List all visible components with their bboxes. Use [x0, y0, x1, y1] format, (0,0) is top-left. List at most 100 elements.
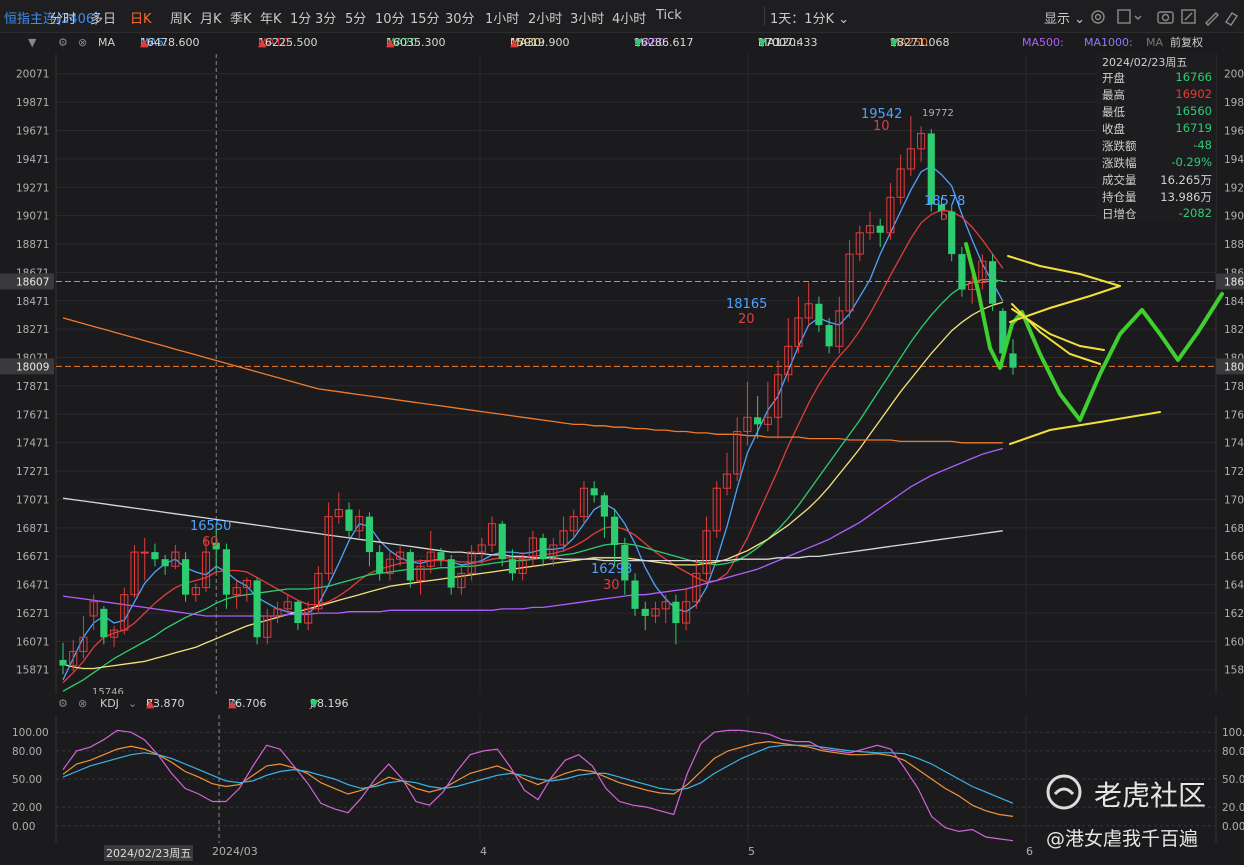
candle: [171, 544, 180, 570]
y-tick-label-left: 16471: [16, 580, 49, 592]
y-tick-label-left: 17671: [16, 409, 49, 421]
tab-15[interactable]: 3小时: [570, 12, 605, 27]
kdj-d-value: 76.706: [228, 697, 267, 710]
settings-gear-icon[interactable]: ⚙: [58, 36, 68, 49]
settings-gear-icon[interactable]: [1091, 10, 1105, 24]
candle: [948, 204, 956, 262]
ma-arrow: ▼: [890, 36, 899, 49]
candle-body: [845, 253, 854, 312]
kdj-d-arrow: ▲: [228, 697, 237, 710]
tab-11[interactable]: 15分: [410, 12, 440, 27]
close-icon[interactable]: ⊗: [78, 36, 88, 49]
candle: [896, 154, 905, 205]
candle-body: [773, 374, 783, 418]
candle-body: [569, 516, 578, 532]
tab-12[interactable]: 30分: [445, 12, 475, 27]
tab-7[interactable]: 1分: [290, 12, 312, 27]
layout-square-icon[interactable]: [1117, 9, 1142, 24]
tab-2[interactable]: 日K: [130, 12, 152, 27]
x-axis-label: 4: [480, 845, 487, 858]
tab-10[interactable]: 10分: [375, 12, 405, 27]
candlestick-chart[interactable]: 15871 15871 16071 16071 16271 16271 16471 16471…: [0, 54, 1244, 694]
tab-4[interactable]: 月K: [200, 12, 222, 27]
ma-value: 18271.068: [890, 36, 950, 49]
price-marker-label-right: 18009: [1224, 361, 1244, 373]
candle: [722, 452, 732, 496]
candle: [447, 554, 455, 595]
kdj-chart[interactable]: 100.00100.0080.0080.0050.0050.0020.0020.…: [0, 715, 1244, 865]
candle-body: [712, 487, 721, 532]
peak-period-label: 10: [873, 119, 890, 134]
tab-14[interactable]: 2小时: [528, 12, 563, 27]
candle: [69, 640, 78, 672]
candle: [876, 218, 884, 247]
candle: [406, 549, 414, 588]
kdj-y-tick-left: 20.00: [12, 802, 42, 814]
fuquan-toggle[interactable]: 前复权: [1170, 36, 1203, 49]
ma-arrow: ▲: [140, 36, 149, 49]
y-tick-label-left: 18471: [16, 296, 49, 308]
candle-body: [365, 516, 374, 553]
candle-body: [263, 615, 272, 638]
instrument-title[interactable]: 恒指主连(2406): [4, 12, 100, 27]
candle: [151, 543, 159, 567]
candle-body: [825, 325, 833, 347]
x-axis-label: 2024/02/23周五: [104, 845, 194, 861]
candle: [130, 544, 139, 598]
candle: [692, 559, 701, 609]
ma-name: MA: [1146, 36, 1164, 49]
candle: [804, 282, 813, 326]
tab-5[interactable]: 季K: [230, 12, 252, 27]
settings-gear-icon[interactable]: ⚙: [58, 697, 68, 710]
tab-3[interactable]: 周K: [170, 12, 192, 27]
candle-body: [396, 551, 405, 560]
ma-name: MA20:: [386, 36, 421, 49]
candle: [702, 516, 711, 581]
candle: [916, 126, 926, 162]
ma-value: 16035.300: [386, 36, 446, 49]
y-tick-label-left: 19071: [16, 211, 49, 223]
chevron-down-icon[interactable]: ⌄: [128, 697, 138, 710]
tab-9[interactable]: 5分: [345, 12, 367, 27]
camera-icon[interactable]: [1157, 11, 1174, 24]
price-marker-box-right: [1216, 358, 1244, 375]
candle-body: [457, 572, 466, 589]
candle-body: [79, 636, 88, 652]
peak-value-label: 19772: [922, 108, 954, 119]
kdj-d-name: D:: [228, 697, 241, 710]
y-tick-label-right: 17871: [1224, 381, 1244, 393]
fullscreen-icon[interactable]: [1181, 9, 1196, 24]
info-row: 涨跌额 -48: [1102, 138, 1212, 155]
tab-0[interactable]: 分时: [50, 12, 77, 27]
candle-body: [191, 587, 200, 596]
ma-arrow: ▼: [634, 36, 643, 49]
candle: [140, 537, 149, 581]
candle-body: [447, 559, 455, 588]
candle-body: [641, 608, 649, 616]
collapse-icon[interactable]: ▼: [28, 36, 37, 49]
ma-name: MA60:: [634, 36, 669, 49]
tab-6[interactable]: 年K: [260, 12, 282, 27]
close-icon[interactable]: ⊗: [78, 697, 88, 710]
candle-body: [672, 601, 680, 624]
tab-16[interactable]: 4小时: [612, 12, 647, 27]
candle: [651, 601, 660, 624]
tab-1[interactable]: 多日: [90, 12, 117, 27]
tab-8[interactable]: 3分: [315, 12, 337, 27]
ma-name: MA250:: [890, 36, 932, 49]
display-menu[interactable]: 显示 ⌄: [1044, 8, 1085, 27]
tab-13[interactable]: 1小时: [485, 12, 520, 27]
candle: [222, 543, 231, 609]
ma-name: MA120:: [758, 36, 800, 49]
candle: [815, 296, 823, 333]
candle: [191, 583, 200, 602]
eraser-icon[interactable]: [1225, 12, 1238, 26]
candle-body: [120, 594, 129, 631]
candle: [743, 381, 752, 446]
candle: [549, 537, 558, 567]
candle: [927, 129, 935, 212]
tab-17[interactable]: Tick: [656, 8, 682, 23]
candle-body: [784, 345, 793, 376]
range-select[interactable]: 1天：1分K ⌄: [770, 8, 849, 27]
draw-pen-icon[interactable]: [1205, 12, 1219, 26]
